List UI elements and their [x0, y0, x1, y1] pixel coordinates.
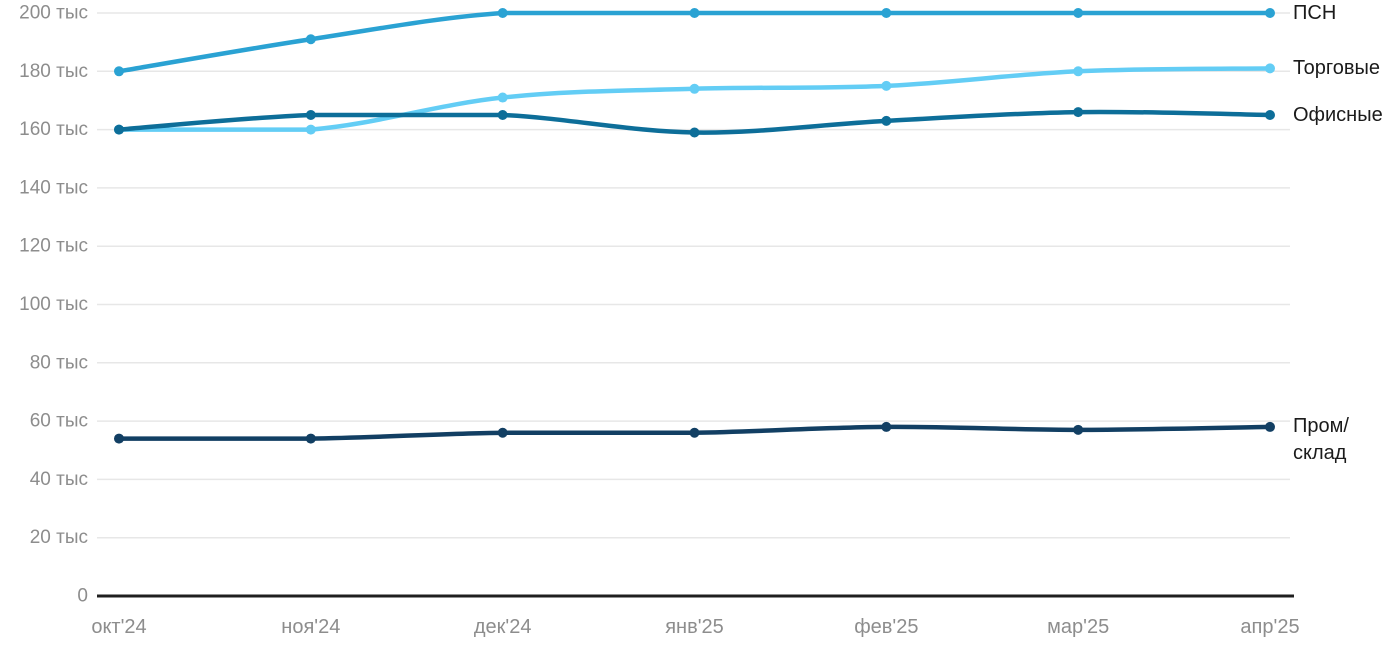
data-point [689, 83, 700, 94]
data-point [497, 427, 508, 438]
y-tick-label: 0 [77, 586, 88, 607]
data-point [1265, 110, 1275, 121]
data-point [689, 8, 700, 18]
y-tick-label: 160 тыс [19, 119, 88, 140]
data-point [1265, 421, 1275, 432]
data-point [497, 92, 508, 103]
data-point [881, 421, 892, 432]
data-point [114, 124, 124, 135]
data-point [1265, 63, 1275, 74]
x-tick-label: янв'25 [665, 616, 724, 638]
data-point [1073, 107, 1084, 118]
series-line-0 [116, 10, 1273, 74]
data-point [1073, 8, 1084, 18]
series-line-2 [116, 109, 1273, 135]
data-point [114, 433, 124, 444]
data-point [881, 80, 892, 91]
y-tick-label: 140 тыс [19, 177, 88, 198]
data-point [305, 433, 316, 444]
data-point [305, 124, 316, 135]
x-tick-label: дек'24 [474, 616, 532, 638]
data-point [689, 127, 700, 138]
y-tick-label: 120 тыс [19, 236, 88, 257]
data-point [1073, 66, 1084, 77]
y-tick-label: 60 тыс [30, 411, 88, 432]
x-tick-label: ноя'24 [281, 616, 340, 638]
x-tick-label: фев'25 [854, 616, 918, 638]
data-point [1073, 424, 1084, 435]
x-tick-label: апр'25 [1240, 616, 1299, 638]
x-tick-label: окт'24 [91, 616, 146, 638]
x-tick-label: мар'25 [1047, 616, 1109, 638]
y-tick-label: 80 тыс [30, 352, 88, 373]
y-tick-label: 40 тыс [30, 469, 88, 490]
y-tick-label: 100 тыс [19, 294, 88, 315]
data-point [305, 110, 316, 121]
data-point [689, 427, 700, 438]
data-point [1265, 8, 1275, 18]
data-point [497, 110, 508, 121]
data-point [305, 34, 316, 45]
data-point [881, 8, 892, 18]
data-point [881, 115, 892, 126]
series-line-1 [116, 66, 1273, 132]
y-tick-label: 180 тыс [19, 61, 88, 82]
data-point [114, 66, 124, 77]
data-point [497, 8, 508, 18]
y-tick-label: 20 тыс [30, 527, 88, 548]
y-tick-label: 200 тыс [19, 3, 88, 24]
